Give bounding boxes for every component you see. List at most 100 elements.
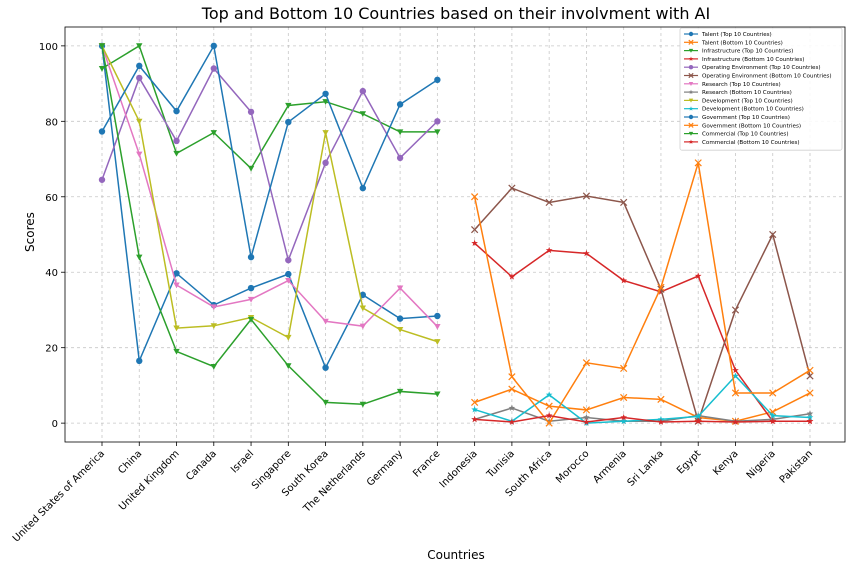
legend-label: Talent (Top 10 Countries) bbox=[701, 32, 772, 38]
data-point bbox=[732, 418, 739, 425]
data-point bbox=[359, 87, 367, 95]
y-axis-label: Scores bbox=[23, 212, 37, 252]
data-point bbox=[806, 410, 814, 417]
legend-label: Commercial (Top 10 Countries) bbox=[702, 132, 789, 138]
data-point bbox=[694, 412, 702, 420]
data-point bbox=[434, 339, 441, 345]
data-point bbox=[732, 366, 739, 374]
data-point bbox=[583, 418, 590, 425]
data-point bbox=[769, 230, 777, 239]
data-point bbox=[620, 198, 628, 207]
legend-marker bbox=[688, 106, 694, 111]
data-point bbox=[769, 417, 777, 425]
legend-marker bbox=[688, 48, 694, 53]
x-axis-label: Countries bbox=[427, 548, 485, 562]
x-tick-label: Israel bbox=[229, 448, 256, 475]
legend-marker bbox=[688, 98, 694, 103]
data-point bbox=[136, 74, 143, 82]
data-point bbox=[136, 151, 143, 158]
legend-marker bbox=[688, 72, 694, 79]
data-point bbox=[98, 43, 106, 50]
series-line bbox=[101, 67, 438, 263]
data-point bbox=[396, 285, 404, 292]
y-tick-label: 0 bbox=[52, 419, 58, 430]
data-point bbox=[210, 42, 217, 50]
data-point bbox=[471, 406, 478, 413]
data-point bbox=[434, 312, 441, 320]
data-point bbox=[396, 129, 404, 136]
data-point bbox=[582, 192, 591, 200]
data-point bbox=[285, 256, 292, 264]
x-tick-label: Canada bbox=[184, 448, 219, 483]
data-point bbox=[471, 225, 479, 234]
data-point bbox=[359, 184, 367, 192]
data-point bbox=[657, 395, 665, 403]
data-point bbox=[508, 418, 516, 425]
data-point bbox=[806, 366, 814, 374]
data-point bbox=[657, 418, 665, 425]
series-line bbox=[101, 43, 438, 258]
data-point bbox=[210, 65, 217, 72]
series-line bbox=[474, 187, 811, 424]
legend-label: Infrastructure (Top 10 Countries) bbox=[702, 49, 793, 55]
data-point bbox=[285, 363, 292, 369]
data-point bbox=[285, 334, 292, 341]
data-point bbox=[98, 176, 106, 183]
data-point bbox=[173, 325, 180, 332]
x-tick-label: Indonesia bbox=[438, 448, 480, 490]
data-point bbox=[769, 389, 777, 397]
data-point bbox=[545, 419, 553, 427]
legend-label: Commercial (Bottom 10 Countries) bbox=[702, 140, 800, 146]
data-point bbox=[173, 137, 180, 145]
data-point bbox=[620, 364, 628, 373]
data-point bbox=[434, 118, 441, 125]
data-point bbox=[806, 417, 814, 425]
x-tick-label: France bbox=[411, 448, 442, 479]
y-tick-label: 100 bbox=[39, 42, 58, 53]
data-point bbox=[285, 118, 292, 126]
data-point bbox=[98, 128, 106, 135]
data-point bbox=[582, 406, 591, 414]
data-point bbox=[322, 90, 329, 97]
legend-label: Government (Top 10 Countries) bbox=[702, 115, 790, 121]
data-point bbox=[471, 239, 478, 247]
data-point bbox=[545, 391, 553, 398]
data-point bbox=[210, 130, 217, 136]
data-point bbox=[620, 413, 628, 421]
data-point bbox=[620, 277, 628, 284]
data-point bbox=[210, 323, 217, 329]
legend-label: Operating Environment (Bottom 10 Countri… bbox=[702, 74, 832, 80]
data-point bbox=[471, 415, 478, 423]
x-tick-label: United States of America bbox=[11, 448, 107, 544]
data-point bbox=[98, 65, 106, 72]
data-point bbox=[434, 323, 441, 330]
legend-marker bbox=[688, 89, 694, 95]
data-point bbox=[247, 316, 255, 323]
data-point bbox=[694, 159, 702, 167]
data-point bbox=[210, 304, 217, 311]
y-tick-label: 60 bbox=[45, 193, 58, 204]
x-tick-label: Egypt bbox=[675, 448, 703, 476]
data-point bbox=[247, 253, 255, 261]
data-point bbox=[322, 364, 329, 371]
data-point bbox=[806, 389, 814, 397]
legend-marker bbox=[688, 131, 694, 136]
x-tick-label: Pakistan bbox=[778, 448, 815, 485]
legend-marker bbox=[688, 139, 694, 144]
data-point bbox=[136, 357, 143, 365]
data-point bbox=[322, 399, 329, 406]
data-point bbox=[247, 165, 255, 172]
data-point bbox=[396, 101, 404, 108]
data-point bbox=[545, 402, 553, 410]
x-tick-label: The Netherlands bbox=[301, 448, 368, 515]
data-point bbox=[545, 246, 553, 254]
legend-label: Government (Bottom 10 Countries) bbox=[702, 123, 801, 129]
legend-box bbox=[679, 27, 843, 151]
data-point bbox=[620, 393, 628, 402]
data-point bbox=[173, 348, 180, 355]
data-point bbox=[247, 296, 255, 303]
data-point bbox=[322, 99, 329, 105]
data-point bbox=[694, 272, 702, 279]
x-tick-label: Sri Lanka bbox=[626, 448, 666, 488]
